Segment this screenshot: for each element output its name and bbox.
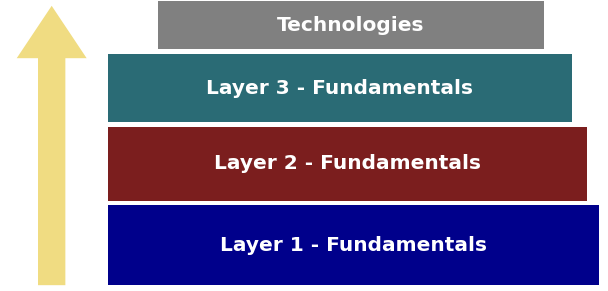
Bar — [108, 54, 572, 122]
Bar — [158, 1, 544, 49]
Bar — [108, 127, 587, 201]
Text: Technologies: Technologies — [277, 16, 425, 35]
Text: Layer 3 - Fundamentals: Layer 3 - Fundamentals — [206, 79, 474, 97]
Bar — [108, 205, 599, 285]
Text: Layer 2 - Fundamentals: Layer 2 - Fundamentals — [214, 154, 481, 173]
Text: Layer 1 - Fundamentals: Layer 1 - Fundamentals — [220, 236, 487, 255]
Polygon shape — [17, 6, 87, 285]
